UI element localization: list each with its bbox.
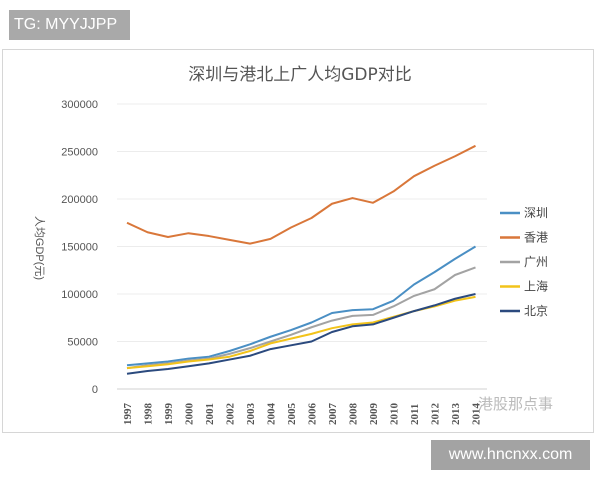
x-tick-label: 2004 — [266, 403, 278, 426]
y-axis-label: 人均GDP(元) — [33, 216, 46, 280]
watermark-tag: TG: MYYJJPP — [9, 10, 130, 40]
series-line — [126, 293, 476, 375]
x-tick-label: 1999 — [163, 403, 175, 426]
x-tick-label: 1997 — [122, 403, 134, 426]
x-tick-label: 2007 — [327, 403, 339, 426]
y-tick-label: 250000 — [61, 147, 98, 159]
legend-label: 上海 — [524, 279, 548, 294]
x-tick-label: 2011 — [409, 404, 421, 425]
y-tick-label: 50000 — [67, 337, 98, 349]
legend-label: 广州 — [524, 255, 548, 269]
y-tick-label: 200000 — [61, 194, 98, 206]
x-tick-label: 2000 — [184, 403, 196, 426]
x-tick-label: 2002 — [225, 403, 237, 426]
x-tick-label: 2009 — [368, 403, 380, 426]
x-tick-label: 2012 — [430, 403, 442, 426]
x-tick-label: 2001 — [204, 403, 216, 425]
x-tick-label: 2013 — [450, 403, 462, 426]
y-tick-label: 100000 — [61, 289, 98, 301]
series-line — [126, 144, 476, 245]
x-tick-label: 2014 — [471, 403, 483, 426]
chart-watermark: 港股那点事 — [478, 395, 553, 413]
x-tick-label: 2010 — [389, 403, 401, 426]
chart-title: 深圳与港北上广人均GDP对比 — [188, 65, 412, 85]
x-tick-label: 1998 — [143, 403, 155, 426]
legend-label: 深圳 — [524, 206, 548, 220]
x-tick-label: 2003 — [245, 403, 257, 426]
x-tick-label: 2005 — [286, 403, 298, 426]
y-tick-label: 300000 — [61, 99, 98, 111]
site-watermark: www.hncnxx.com — [431, 440, 590, 470]
legend-label: 北京 — [524, 304, 548, 318]
y-tick-label: 0 — [92, 384, 98, 396]
series-line — [126, 266, 476, 370]
x-tick-label: 2006 — [307, 403, 319, 426]
legend-label: 香港 — [524, 231, 548, 245]
chart-frame — [2, 49, 594, 433]
y-tick-label: 150000 — [61, 242, 98, 254]
series-line — [126, 245, 477, 367]
x-tick-label: 2008 — [348, 403, 360, 426]
